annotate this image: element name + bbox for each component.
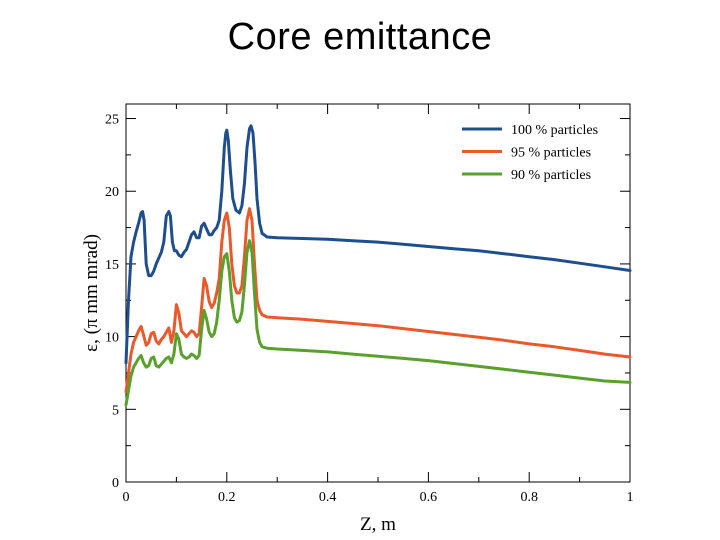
y-tick-label: 20 (105, 185, 119, 200)
x-tick-label: 1 (627, 490, 634, 505)
series-line-3 (124, 239, 632, 407)
x-tick-label: 0.2 (218, 490, 236, 505)
y-axis-title: ε, (π mm mrad) (81, 234, 102, 352)
x-tick-label: 0.4 (319, 490, 337, 505)
x-tick-label: 0.8 (520, 490, 538, 505)
series-line-2 (124, 207, 632, 394)
y-tick-label: 15 (105, 258, 119, 273)
y-tick-label: 5 (112, 403, 119, 418)
x-tick-label: 0 (123, 490, 130, 505)
legend-label: 100 % particles (511, 123, 598, 138)
x-axis-title: Z, m (360, 514, 396, 535)
legend-label: 90 % particles (511, 168, 591, 183)
series-lines (124, 124, 632, 407)
y-tick-label: 10 (105, 331, 119, 346)
legend-label: 95 % particles (511, 146, 591, 161)
slide-title: Core emittance (227, 16, 493, 58)
x-tick-label: 0.6 (420, 490, 438, 505)
legend: 100 % particles 95 % particles 90 % partic… (462, 123, 598, 183)
y-tick-label: 0 (112, 476, 119, 491)
series-line-1 (124, 124, 632, 365)
y-tick-label: 25 (105, 113, 119, 128)
